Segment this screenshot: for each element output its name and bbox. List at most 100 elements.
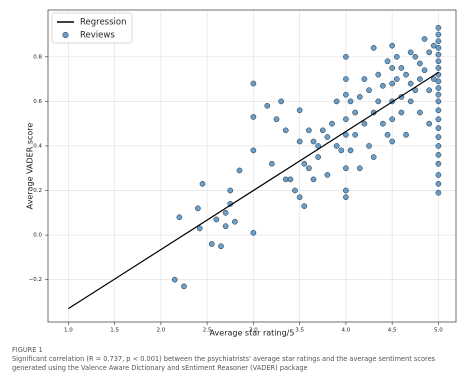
data-point — [435, 134, 442, 140]
data-point — [421, 36, 428, 42]
data-point — [380, 120, 386, 127]
data-point — [306, 127, 312, 134]
data-point — [333, 98, 340, 105]
data-point — [384, 131, 391, 138]
data-point — [417, 109, 423, 116]
data-point — [269, 160, 275, 167]
data-point — [343, 131, 349, 138]
data-point — [306, 165, 312, 172]
data-point — [343, 76, 349, 82]
legend-box — [51, 12, 133, 44]
y-tick-label: 0.8 — [33, 54, 42, 60]
data-point — [435, 65, 442, 71]
data-point — [393, 53, 400, 60]
data-point — [361, 120, 368, 127]
data-point — [250, 147, 257, 154]
data-point — [435, 189, 442, 196]
regression-line — [68, 71, 439, 310]
data-point — [227, 187, 234, 194]
data-point — [292, 187, 298, 194]
data-point — [421, 67, 428, 74]
data-point — [347, 147, 354, 154]
figure-caption: Significant correlation (R = 0.737, p < … — [12, 355, 436, 372]
data-point — [273, 116, 280, 123]
data-point — [343, 91, 349, 98]
data-point — [287, 176, 294, 183]
data-point — [356, 94, 363, 100]
chart: Average star rating/5 Average VADER scor… — [26, 9, 457, 338]
data-point — [435, 58, 442, 65]
data-point — [222, 223, 229, 230]
data-point — [435, 152, 442, 158]
data-point — [199, 180, 206, 187]
x-axis-label: Average star rating/5 — [210, 329, 295, 338]
data-point — [296, 138, 303, 145]
data-point — [343, 187, 349, 194]
data-point — [370, 154, 377, 160]
data-point — [389, 116, 396, 123]
data-point — [366, 87, 372, 94]
data-point — [435, 98, 442, 105]
data-point — [208, 241, 215, 247]
data-point — [435, 45, 442, 51]
legend-swatch — [62, 31, 69, 39]
data-point — [319, 127, 326, 134]
data-point — [213, 216, 220, 223]
data-point — [426, 49, 433, 56]
data-point — [264, 102, 271, 109]
y-tick-label: −0.2 — [29, 277, 42, 283]
data-point — [384, 58, 391, 65]
data-point — [282, 127, 289, 134]
data-point — [375, 98, 382, 105]
data-point — [196, 225, 203, 232]
data-point — [301, 203, 308, 209]
data-point — [380, 82, 386, 89]
data-point — [338, 147, 345, 154]
legend-label: Regression — [80, 18, 127, 28]
data-point — [407, 49, 414, 56]
x-tick-label: 1.0 — [64, 328, 73, 334]
data-point — [403, 71, 409, 78]
data-point — [236, 167, 243, 174]
data-point — [310, 138, 317, 145]
data-point — [435, 172, 442, 178]
data-point — [176, 214, 183, 221]
data-point — [171, 276, 178, 283]
data-point — [435, 143, 442, 149]
data-point — [407, 98, 414, 105]
plot-frame — [47, 9, 457, 323]
data-point — [389, 80, 396, 87]
data-point — [347, 98, 354, 105]
data-point — [296, 194, 303, 201]
data-point — [435, 160, 442, 167]
x-tick-label: 1.5 — [110, 328, 119, 334]
data-point — [329, 120, 335, 127]
x-tick-label: 4.0 — [342, 328, 351, 334]
x-tick-label: 3.0 — [249, 328, 258, 334]
data-point — [435, 125, 442, 131]
data-point — [222, 209, 229, 216]
data-point — [343, 53, 349, 60]
data-point — [195, 205, 201, 212]
y-tick-label: 0.4 — [33, 143, 42, 149]
data-point — [366, 143, 372, 149]
data-point — [343, 116, 349, 123]
data-point — [407, 80, 414, 87]
data-point — [398, 65, 405, 71]
data-point — [435, 107, 442, 114]
x-tick-label: 4.5 — [388, 328, 397, 334]
data-point — [310, 176, 317, 183]
x-tick-label: 2.0 — [156, 328, 165, 334]
x-tick-label: 2.5 — [203, 328, 212, 334]
data-point — [296, 107, 303, 114]
y-tick-label: 0.2 — [33, 188, 42, 194]
data-point — [403, 131, 409, 138]
data-point — [435, 78, 442, 85]
data-point — [352, 109, 359, 116]
data-point — [370, 45, 377, 51]
data-point — [417, 76, 423, 82]
data-point — [426, 87, 433, 94]
data-point — [430, 76, 437, 82]
data-point — [356, 165, 363, 172]
y-axis-label: Average VADER score — [26, 123, 35, 210]
